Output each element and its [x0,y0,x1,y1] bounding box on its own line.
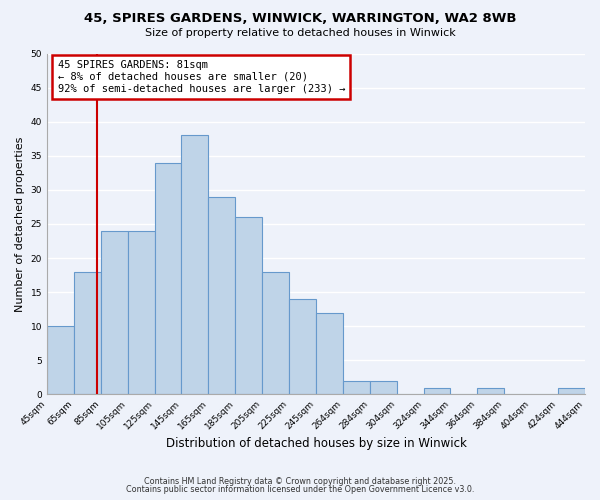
Bar [316,312,343,394]
Text: 45, SPIRES GARDENS, WINWICK, WARRINGTON, WA2 8WB: 45, SPIRES GARDENS, WINWICK, WARRINGTON,… [84,12,516,26]
Y-axis label: Number of detached properties: Number of detached properties [15,136,25,312]
Bar [424,388,451,394]
Bar [558,388,585,394]
X-axis label: Distribution of detached houses by size in Winwick: Distribution of detached houses by size … [166,437,466,450]
Bar [74,272,101,394]
Text: Contains public sector information licensed under the Open Government Licence v3: Contains public sector information licen… [126,485,474,494]
Text: Contains HM Land Registry data © Crown copyright and database right 2025.: Contains HM Land Registry data © Crown c… [144,477,456,486]
Bar [208,196,235,394]
Bar [128,231,155,394]
Text: 45 SPIRES GARDENS: 81sqm
← 8% of detached houses are smaller (20)
92% of semi-de: 45 SPIRES GARDENS: 81sqm ← 8% of detache… [58,60,345,94]
Bar [289,299,316,394]
Bar [370,381,397,394]
Bar [262,272,289,394]
Bar [181,136,208,394]
Bar [101,231,128,394]
Bar [47,326,74,394]
Bar [478,388,504,394]
Bar [235,217,262,394]
Text: Size of property relative to detached houses in Winwick: Size of property relative to detached ho… [145,28,455,38]
Bar [343,381,370,394]
Bar [155,162,181,394]
